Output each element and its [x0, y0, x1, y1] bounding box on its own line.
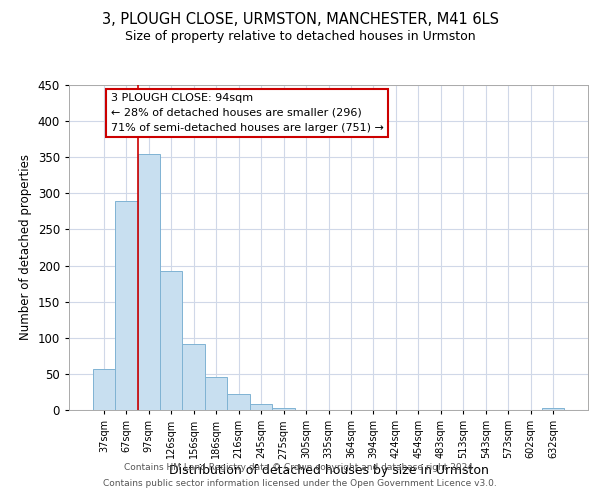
Text: 3 PLOUGH CLOSE: 94sqm
← 28% of detached houses are smaller (296)
71% of semi-det: 3 PLOUGH CLOSE: 94sqm ← 28% of detached …: [110, 93, 383, 132]
Bar: [205, 377, 227, 410]
X-axis label: Distribution of detached houses by size in Urmston: Distribution of detached houses by size …: [169, 464, 488, 477]
Bar: [115, 200, 137, 410]
Text: Contains HM Land Registry data © Crown copyright and database right 2024.: Contains HM Land Registry data © Crown c…: [124, 464, 476, 472]
Bar: [272, 408, 295, 410]
Y-axis label: Number of detached properties: Number of detached properties: [19, 154, 32, 340]
Bar: [542, 408, 565, 410]
Bar: [92, 369, 115, 410]
Bar: [250, 404, 272, 410]
Text: Size of property relative to detached houses in Urmston: Size of property relative to detached ho…: [125, 30, 475, 43]
Bar: [182, 344, 205, 410]
Bar: [137, 154, 160, 410]
Text: Contains public sector information licensed under the Open Government Licence v3: Contains public sector information licen…: [103, 478, 497, 488]
Text: 3, PLOUGH CLOSE, URMSTON, MANCHESTER, M41 6LS: 3, PLOUGH CLOSE, URMSTON, MANCHESTER, M4…: [101, 12, 499, 28]
Bar: [227, 394, 250, 410]
Bar: [160, 272, 182, 410]
